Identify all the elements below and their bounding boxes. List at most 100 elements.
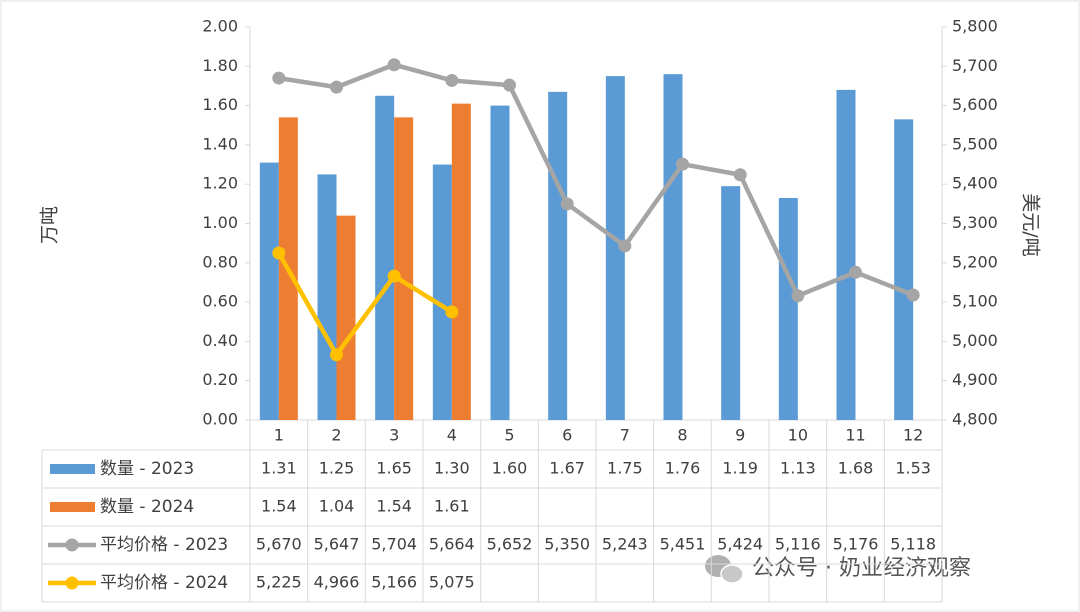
legend-label: 数量 - 2023 — [100, 459, 194, 479]
table-value: 5,116 — [775, 535, 821, 554]
line-marker — [618, 239, 632, 253]
table-value: 1.61 — [434, 497, 470, 516]
bar — [317, 174, 337, 420]
line-marker — [330, 348, 343, 362]
y-tick-label: 0.00 — [202, 410, 238, 429]
legend-key — [50, 464, 95, 474]
y2-tick-label: 5,300 — [952, 213, 998, 232]
y2-tick-label: 5,000 — [952, 331, 998, 350]
x-tick-label: 1 — [274, 426, 284, 445]
x-tick-label: 2 — [331, 426, 341, 445]
table-value: 1.76 — [665, 459, 701, 478]
table-value: 5,225 — [256, 573, 302, 592]
x-tick-label: 8 — [677, 426, 687, 445]
bar — [375, 95, 395, 421]
y2-tick-label: 5,700 — [952, 56, 998, 75]
table-value: 1.25 — [319, 459, 355, 478]
y-tick-label: 0.60 — [202, 292, 238, 311]
line-marker — [387, 269, 401, 283]
y-tick-label: 2.00 — [202, 17, 238, 36]
table-value: 5,243 — [602, 535, 648, 554]
table-value: 1.31 — [261, 459, 297, 478]
x-tick-label: 7 — [620, 426, 630, 445]
table-value: 5,166 — [371, 573, 417, 592]
table-value: 1.54 — [376, 497, 412, 516]
y-tick-label: 1.80 — [202, 56, 238, 75]
y-tick-label: 1.60 — [202, 95, 238, 114]
legend-key — [50, 502, 95, 512]
line-marker — [272, 246, 286, 260]
x-tick-label: 4 — [447, 426, 457, 445]
table-value: 5,652 — [487, 535, 533, 554]
bar — [432, 164, 452, 420]
table-value: 1.67 — [549, 459, 585, 478]
y-tick-label: 0.40 — [202, 331, 238, 350]
legend-label: 数量 - 2024 — [100, 497, 194, 517]
table-value: 4,966 — [314, 573, 360, 592]
line-marker — [445, 73, 459, 87]
table-value: 1.60 — [492, 459, 528, 478]
x-tick-label: 11 — [845, 426, 865, 445]
y2-tick-label: 4,800 — [952, 410, 998, 429]
legend-label: 平均价格 - 2024 — [100, 573, 228, 593]
line-marker — [445, 305, 459, 319]
table-value: 1.65 — [376, 459, 412, 478]
bar — [548, 91, 568, 420]
y2-tick-label: 5,600 — [952, 95, 998, 114]
y2-tick-label: 4,900 — [952, 370, 998, 389]
table-value: 5,670 — [256, 535, 302, 554]
y2-tick-label: 5,100 — [952, 292, 998, 311]
x-tick-label: 10 — [788, 426, 808, 445]
bar — [778, 197, 798, 420]
legend-key — [65, 576, 79, 590]
table-value: 5,664 — [429, 535, 475, 554]
y2-tick-label: 5,200 — [952, 252, 998, 271]
legend-label: 平均价格 - 2023 — [100, 535, 228, 555]
x-tick-label: 12 — [903, 426, 923, 445]
bar — [721, 186, 741, 420]
x-tick-label: 3 — [389, 426, 399, 445]
y2-tick-label: 5,800 — [952, 17, 998, 36]
line-marker — [791, 289, 805, 303]
table-value: 5,350 — [544, 535, 590, 554]
legend-key — [65, 538, 79, 552]
line-marker — [676, 157, 689, 171]
line-marker — [849, 265, 862, 279]
watermark: 公众号 · 奶业经济观察 — [752, 556, 971, 581]
table-value: 5,424 — [717, 535, 763, 554]
bar — [259, 162, 279, 420]
table-value: 1.13 — [780, 459, 816, 478]
line-marker — [272, 71, 286, 85]
table-value: 5,075 — [429, 573, 475, 592]
y2-tick-label: 5,400 — [952, 174, 998, 193]
bar — [663, 74, 683, 420]
line-marker — [387, 58, 401, 72]
y2-tick-label: 5,500 — [952, 134, 998, 153]
y-tick-label: 1.40 — [202, 134, 238, 153]
y-axis-title: 万吨 — [39, 206, 61, 244]
table-value: 5,118 — [890, 535, 936, 554]
table-value: 1.53 — [895, 459, 931, 478]
bar — [394, 117, 414, 420]
y-tick-label: 0.20 — [202, 370, 238, 389]
line — [278, 62, 914, 299]
x-tick-label: 6 — [562, 426, 572, 445]
bar — [336, 215, 356, 420]
table-value: 1.54 — [261, 497, 297, 516]
bar — [490, 105, 510, 420]
bar — [605, 76, 625, 420]
x-tick-label: 9 — [735, 426, 745, 445]
bar — [894, 119, 914, 420]
table-value: 1.75 — [607, 459, 643, 478]
bar — [836, 89, 856, 420]
y-tick-label: 1.20 — [202, 174, 238, 193]
y2-axis-title: 美元/吨 — [1020, 193, 1042, 256]
line-marker — [733, 168, 747, 182]
y-tick-label: 0.80 — [202, 252, 238, 271]
table-value: 1.30 — [434, 459, 470, 478]
y-tick-label: 1.00 — [202, 213, 238, 232]
line-marker — [906, 288, 920, 302]
table-value: 1.04 — [319, 497, 355, 516]
bar — [451, 103, 471, 420]
